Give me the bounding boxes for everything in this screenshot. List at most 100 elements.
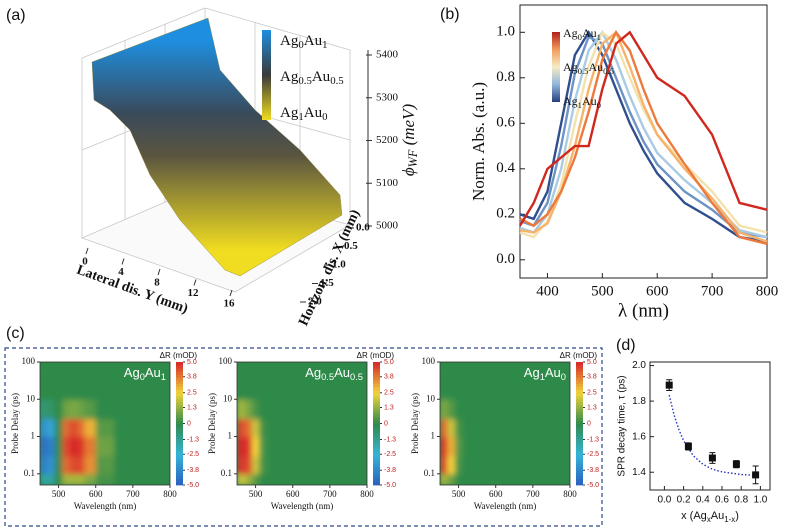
colorbar-step (576, 423, 583, 427)
colorbar-title: ΔR (mOD) (357, 351, 395, 360)
heatmap-title: Ag0Au1 (124, 365, 166, 382)
heatmap-cell (447, 456, 456, 475)
heatmap-cell (54, 436, 63, 457)
colorbar-a (262, 30, 271, 120)
x-tick-label: 500 (52, 489, 66, 499)
colorbar-step (373, 408, 380, 412)
heatmap-cell (40, 399, 48, 420)
y-tick-label: 1 (228, 431, 233, 441)
plot-frame (236, 361, 368, 486)
heatmap-cell (95, 362, 115, 382)
colorbar-step (373, 365, 380, 369)
colorbar-tick-label: 0 (587, 420, 591, 427)
x-tick-label: 600 (646, 283, 669, 299)
colorbar-step (576, 463, 583, 467)
colorbar-step (373, 389, 380, 394)
y-tick-label: 16 (224, 298, 236, 310)
heatmap-cell (440, 399, 448, 420)
heatmap-cell (40, 381, 48, 400)
heatmap-cell (62, 399, 71, 420)
heatmap-cell (62, 456, 71, 475)
x-tick-label: 700 (526, 489, 540, 499)
point (684, 442, 692, 450)
colorbar-step (576, 386, 583, 391)
colorbar-step (176, 432, 183, 437)
heatmap-cell (114, 436, 134, 457)
heatmap-cell (484, 436, 497, 457)
colorbar-step (373, 426, 380, 431)
heatmap-cell (469, 381, 478, 400)
heatmap-cell (132, 399, 170, 420)
heatmap-cell (329, 381, 367, 400)
heatmap-cell (95, 456, 115, 475)
colorbar-step (373, 401, 380, 406)
y-tick (85, 247, 89, 255)
colorbar-step (576, 414, 583, 418)
heatmap-cell (292, 436, 312, 457)
y-tick-label: 2.0 (632, 360, 646, 371)
colorbar-tick-label: -5.0 (384, 482, 396, 489)
heatmap-cell (311, 418, 331, 438)
colorbar-step (176, 414, 183, 418)
heatmap-cell (274, 473, 283, 485)
y-tick-label: 1.8 (632, 396, 646, 407)
heatmap-cell (495, 456, 515, 475)
heatmap-cell (514, 399, 534, 420)
colorbar-step (576, 457, 583, 461)
colorbar-step (176, 448, 183, 452)
heatmap-cell (281, 381, 294, 400)
z-tick-label: 5000 (376, 220, 399, 232)
x-tick-label: 1.5 (320, 277, 334, 289)
colorbar-step (576, 469, 583, 474)
colorbar-step (176, 423, 183, 427)
colorbar-step (373, 377, 380, 381)
heatmap-cell (274, 362, 283, 382)
heatmap-cell (237, 399, 245, 420)
point (665, 381, 673, 389)
x-tick-label: 0.2 (677, 495, 691, 506)
heatmap-cell (311, 399, 331, 420)
heatmap-cell (462, 418, 471, 438)
colorbar-tick-label: 2.5 (187, 390, 197, 397)
colorbar-step (373, 383, 380, 387)
x-tick-label: 400 (536, 283, 559, 299)
heatmap-cell (274, 399, 283, 420)
heatmap-cell (251, 418, 260, 438)
heatmap-cell (477, 418, 486, 438)
y-tick-label: 1 (431, 431, 436, 441)
colorbar-step (576, 426, 583, 431)
colorbar-label: Ag0Au1 (280, 33, 328, 51)
heatmap-cell (311, 362, 331, 382)
heatmap-cell (132, 418, 170, 438)
heatmap-cell (69, 381, 78, 400)
y-tick-label: 0.2 (496, 206, 515, 222)
heatmap-cell (266, 362, 275, 382)
colorbar-tick-label: 1.3 (384, 404, 394, 411)
colorbar-step (373, 371, 380, 375)
y-tick-label: 0 (82, 256, 88, 268)
y-tick (193, 279, 197, 286)
heatmap-cell (447, 436, 456, 457)
point (732, 460, 740, 468)
colorbar-step (176, 362, 183, 366)
x-tick-label: 0.0 (657, 495, 671, 506)
heatmap-cell (532, 473, 570, 485)
heatmap-cell (484, 362, 497, 382)
heatmap-cells (440, 362, 570, 485)
heatmap-cell (251, 362, 260, 382)
heatmap-cell (47, 381, 56, 400)
heatmap-cell (84, 381, 97, 400)
colorbar-tick-label: 1.3 (587, 404, 597, 411)
colorbar-title: ΔR (mOD) (560, 351, 598, 360)
heatmap-cell (281, 456, 294, 475)
heatmap-cell (462, 399, 471, 420)
colorbar-tick-label: 5.0 (587, 359, 597, 366)
heatmap-cell (84, 362, 97, 382)
heatmap-cell (514, 456, 534, 475)
colorbar-tick-label: 3.8 (587, 374, 597, 381)
colorbar-step (373, 454, 380, 458)
colorbar-step (576, 460, 583, 464)
colorbar-step (373, 457, 380, 461)
x-tick-label: 1.0 (332, 259, 346, 271)
